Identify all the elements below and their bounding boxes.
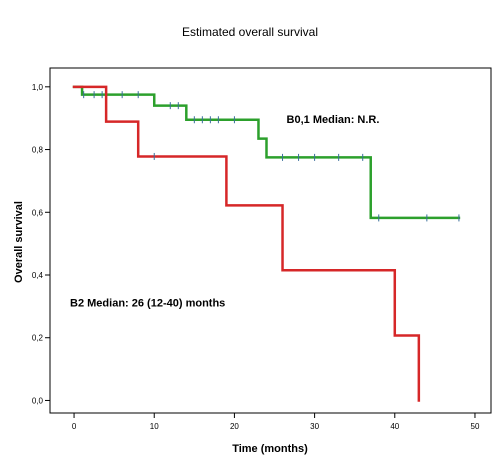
y-tick-label: 0,6 <box>32 208 44 217</box>
plot-frame <box>49 67 492 414</box>
y-tick-label: 0,2 <box>32 334 44 343</box>
x-tick-label: 20 <box>230 422 239 431</box>
y-tick-label: 0,8 <box>32 146 44 155</box>
y-axis: 0,0 0,2 0,4 0,6 0,8 1,0 <box>32 83 50 405</box>
x-axis: 0 10 20 30 40 50 <box>72 413 480 431</box>
y-tick-label: 0,0 <box>32 396 44 405</box>
annotation-b2-median: B2 Median: 26 (12-40) months <box>70 297 225 309</box>
x-tick-label: 10 <box>150 422 159 431</box>
x-tick-label: 50 <box>471 422 480 431</box>
x-tick-label: 40 <box>390 422 399 431</box>
censor-marks <box>83 91 460 222</box>
y-tick-label: 1,0 <box>32 83 44 92</box>
x-axis-label: Time (months) <box>232 443 308 455</box>
x-tick-label: 30 <box>310 422 319 431</box>
annotation-b01-median: B0,1 Median: N.R. <box>287 114 380 126</box>
x-tick-label: 0 <box>72 422 77 431</box>
series-b2-curve <box>72 85 421 402</box>
y-axis-label: Overall survival <box>13 201 25 283</box>
chart-title: Estimated overall survival <box>182 25 318 39</box>
y-tick-label: 0,4 <box>32 271 44 280</box>
